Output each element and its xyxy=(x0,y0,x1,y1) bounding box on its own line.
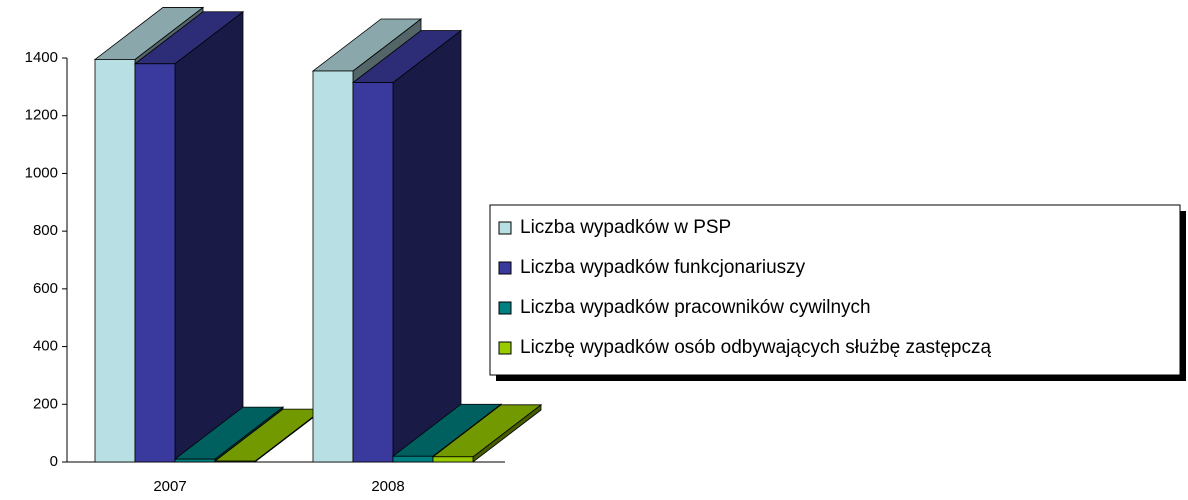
bar xyxy=(174,458,216,463)
y-tick-label: 400 xyxy=(33,338,58,355)
bar-side xyxy=(392,29,462,463)
legend-swatch xyxy=(498,301,512,315)
legend-swatch xyxy=(498,261,512,275)
legend-swatch xyxy=(498,221,512,235)
bar xyxy=(352,82,394,463)
legend-label: Liczba wypadków funkcjonariuszy xyxy=(520,257,806,278)
x-tick-label: 2007 xyxy=(153,478,186,495)
y-tick-label: 800 xyxy=(33,222,58,239)
y-tick-label: 200 xyxy=(33,395,58,412)
legend-label: Liczbę wypadków osób odbywających służbę… xyxy=(520,337,991,358)
bar xyxy=(134,63,176,463)
y-tick-label: 1000 xyxy=(25,164,58,181)
y-tick-label: 0 xyxy=(50,453,58,470)
bar xyxy=(94,59,136,463)
legend-swatch xyxy=(498,341,512,355)
bar xyxy=(392,455,434,463)
y-tick-label: 1200 xyxy=(25,107,58,124)
legend-label: Liczba wypadków pracowników cywilnych xyxy=(520,297,871,318)
y-tick-label: 1400 xyxy=(25,49,58,66)
legend-label: Liczba wypadków w PSP xyxy=(520,217,731,238)
bar xyxy=(432,456,474,463)
y-tick-label: 600 xyxy=(33,280,58,297)
bar xyxy=(312,70,354,463)
x-tick-label: 2008 xyxy=(371,478,404,495)
bar-side xyxy=(174,10,244,463)
legend-box xyxy=(489,204,1181,376)
bar xyxy=(214,460,256,463)
